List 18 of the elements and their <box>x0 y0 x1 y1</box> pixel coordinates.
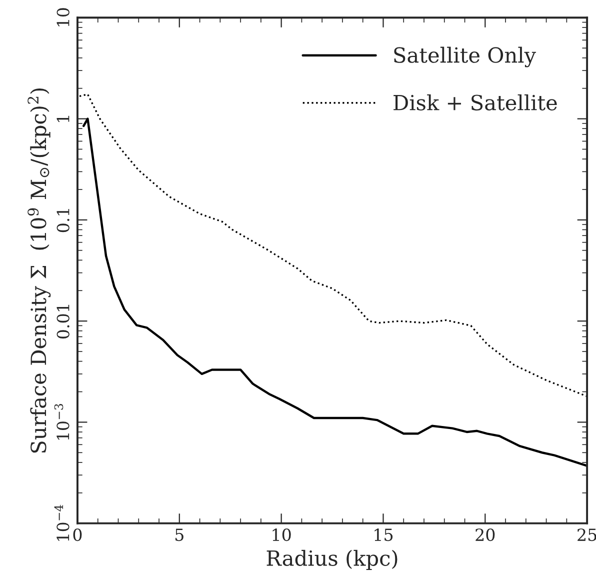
y-tick-label: 1 <box>56 116 70 122</box>
x-axis-title: Radius (kpc) <box>266 550 398 570</box>
y-tick-label: 10$^{−4}$ <box>54 504 70 541</box>
legend-label: Satellite Only <box>394 46 536 68</box>
x-tick-label: 25 <box>578 528 596 542</box>
y-axis-title: Surface Density Σ (10$^{9}$ M$_{⊙}$/(kpc)$^{2}$) <box>28 88 51 453</box>
y-tick-label: 0.01 <box>56 304 70 339</box>
y-tick-label: 0.1 <box>56 209 70 232</box>
y-tick-label: 10$^{−3}$ <box>54 404 70 440</box>
y-tick-label: 10 <box>56 8 70 26</box>
x-tick-label: 20 <box>476 528 495 542</box>
x-tick-label: 0 <box>73 528 82 542</box>
legend-label: Disk + Satellite <box>394 94 557 110</box>
line-series <box>78 93 588 398</box>
x-tick-label: 10 <box>272 528 291 542</box>
x-tick-label: 5 <box>176 528 184 542</box>
line-series <box>82 118 588 467</box>
x-tick-label: 15 <box>374 528 393 542</box>
